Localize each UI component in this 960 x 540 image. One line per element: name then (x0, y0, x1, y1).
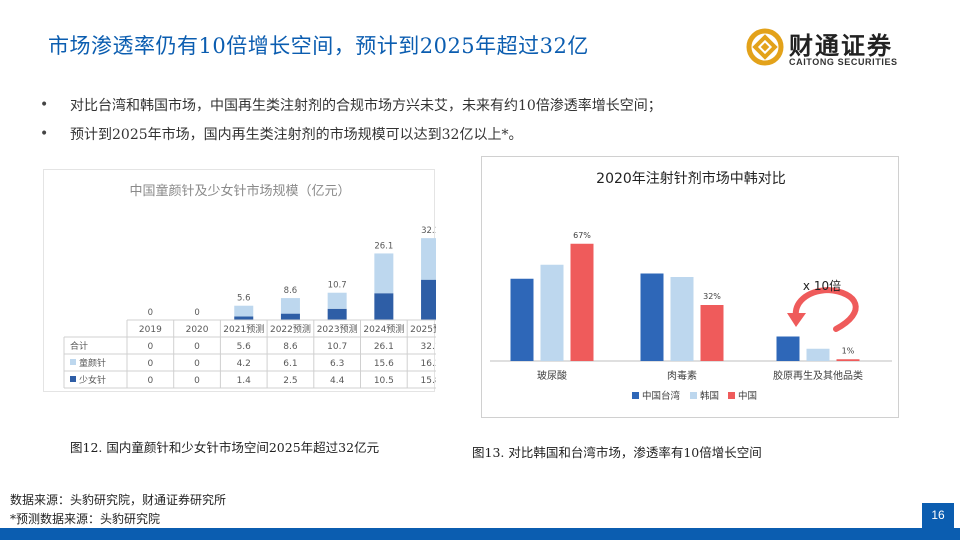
bullet-item: • 预计到2025年市场，国内再生类注射剂的市场规模可以达到32亿以上*。 (38, 119, 662, 148)
bullet-dot: • (40, 125, 49, 142)
chart-title: 2020年注射针剂市场中韩对比 (596, 170, 786, 187)
bar-segment (421, 238, 441, 280)
category-label: 胶原再生及其他品类 (773, 369, 863, 382)
category-label: 2025预测 (410, 324, 436, 335)
data-label: 26.1 (374, 241, 393, 251)
table-cell: 32.1 (421, 342, 436, 352)
table-cell: 8.6 (283, 342, 298, 352)
bar-segment (327, 308, 347, 320)
logo-text-cn: 财通证券 (789, 32, 893, 60)
bar (836, 359, 860, 361)
table-cell: 0 (194, 359, 200, 369)
chart-market-size: 中国童颜针及少女针市场规模（亿元） 0 0 5.6 8.6 10.7 26.1 32.1 201… (43, 169, 455, 392)
table-cell: 0 (147, 342, 153, 352)
arrow-annotation-icon (792, 286, 859, 332)
bar-segment (280, 313, 300, 320)
bullet-dot: • (40, 96, 49, 113)
bar-segment (327, 292, 347, 309)
forecast-source-note: *预测数据来源：头豹研究院 (10, 512, 161, 526)
bar-segment (421, 279, 441, 320)
bar (670, 277, 694, 361)
bar-segment (374, 253, 394, 294)
table-cell: 0 (147, 376, 153, 386)
table-cell: 1.4 (237, 376, 252, 386)
table-cell: 0 (194, 342, 200, 352)
table-cell: 2.5 (283, 376, 297, 386)
page-number: 16 (922, 503, 954, 528)
data-label: 10.7 (328, 281, 347, 291)
legend-swatch (70, 376, 76, 382)
bar (510, 278, 534, 361)
chart-comparison: 2020年注射针剂市场中韩对比 67% 玻尿酸 32% 肉毒素 1% 胶原再生及其他品类 x … (481, 156, 899, 418)
table-row-label: 合计 (70, 340, 88, 352)
data-label: 0 (148, 308, 153, 318)
legend-swatch (70, 359, 76, 365)
category-label: 2019 (139, 325, 162, 335)
table-cell: 0 (194, 376, 200, 386)
category-label: 2023预测 (317, 324, 358, 335)
category-label: 玻尿酸 (537, 369, 567, 382)
table-cell: 6.3 (330, 359, 344, 369)
bar-segment (234, 305, 254, 317)
table-cell: 15.8 (421, 376, 436, 386)
table-row-label: 少女针 (79, 374, 106, 386)
legend-label: 中国 (738, 390, 757, 402)
footer-bar (0, 528, 960, 540)
category-label: 2022预测 (270, 324, 311, 335)
figure-caption-13: 图13. 对比韩国和台湾市场，渗透率有10倍增长空间 (472, 445, 762, 460)
data-label: 1% (842, 346, 855, 355)
company-logo: 财通证券 CAITONG SECURITIES (745, 27, 920, 71)
logo-text-en: CAITONG SECURITIES (789, 57, 898, 67)
table-cell: 15.6 (374, 359, 394, 369)
data-label: 5.6 (237, 294, 251, 304)
table-cell: 26.1 (374, 342, 394, 352)
category-label: 2024预测 (363, 324, 404, 335)
legend-label: 中国台湾 (642, 390, 681, 402)
bar (776, 336, 800, 361)
category-label: 2020 (186, 325, 209, 335)
data-label: 8.6 (284, 286, 298, 296)
slide-title: 市场渗透率仍有10倍增长空间，预计到2025年超过32亿 (48, 34, 589, 58)
annotation-text: x 10倍 (803, 278, 841, 293)
bar-segment (234, 316, 254, 320)
category-label: 2021预测 (223, 324, 264, 335)
bullet-item: • 对比台湾和韩国市场，中国再生类注射剂的合规市场方兴未艾，未来有约10倍渗透率… (38, 90, 662, 119)
bar-segment (280, 298, 300, 314)
table-cell: 0 (147, 359, 153, 369)
table-cell: 4.4 (330, 376, 345, 386)
category-label: 肉毒素 (667, 369, 697, 382)
arrow-head-icon (787, 313, 806, 327)
bar (570, 243, 594, 361)
table-cell: 6.1 (283, 359, 297, 369)
data-label: 67% (573, 231, 591, 240)
bar-segment (374, 293, 394, 320)
legend-swatch (690, 392, 697, 399)
bar (806, 348, 830, 361)
bar (700, 305, 724, 361)
chart-market-size-svg: 中国童颜针及少女针市场规模（亿元） 0 0 5.6 8.6 10.7 26.1 32.1 201… (63, 183, 455, 389)
table-cell: 4.2 (237, 359, 251, 369)
bullet-text: 对比台湾和韩国市场，中国再生类注射剂的合规市场方兴未艾，未来有约10倍渗透率增长… (70, 97, 662, 114)
data-label: 32.1 (421, 226, 436, 236)
legend-swatch (728, 392, 735, 399)
legend-label: 韩国 (700, 390, 719, 402)
data-label: 32% (703, 292, 721, 301)
figure-caption-12: 图12. 国内童颜针和少女针市场空间2025年超过32亿元 (70, 440, 380, 455)
table-cell: 16.3 (421, 359, 436, 369)
table-row-label: 童颜针 (79, 357, 106, 369)
bullet-list: • 对比台湾和韩国市场，中国再生类注射剂的合规市场方兴未艾，未来有约10倍渗透率… (38, 90, 662, 148)
table-cell: 5.6 (237, 342, 252, 352)
legend-swatch (632, 392, 639, 399)
bullet-text: 预计到2025年市场，国内再生类注射剂的市场规模可以达到32亿以上*。 (70, 126, 523, 143)
table-cell: 10.5 (374, 376, 394, 386)
data-source-note: 数据来源：头豹研究院，财通证券研究所 (10, 493, 227, 507)
data-label: 0 (194, 308, 199, 318)
bar (640, 273, 664, 361)
table-cell: 10.7 (327, 342, 347, 352)
logo-mark-icon (746, 28, 784, 66)
bar (540, 264, 564, 361)
chart-title: 中国童颜针及少女针市场规模（亿元） (129, 183, 350, 199)
chart-comparison-svg: 2020年注射针剂市场中韩对比 67% 玻尿酸 32% 肉毒素 1% 胶原再生及其他品类 x … (490, 170, 892, 402)
